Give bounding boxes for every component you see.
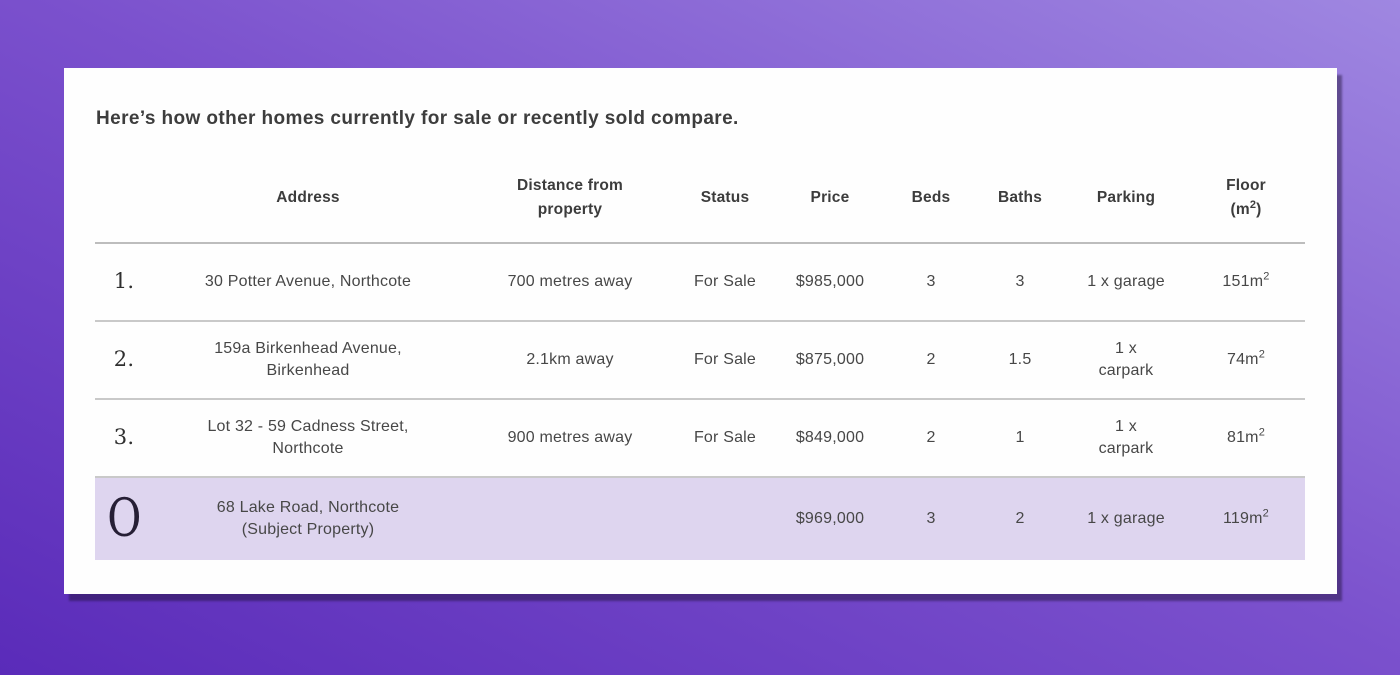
cell-parking: 1 x garage bbox=[1065, 477, 1187, 560]
cell-row-number: 1. bbox=[95, 243, 153, 322]
cell-parking: 1 x carpark bbox=[1065, 321, 1187, 400]
cell-floor: 119m2 bbox=[1187, 477, 1305, 560]
cell-parking: 1 x carpark bbox=[1065, 399, 1187, 478]
cell-status: For Sale bbox=[677, 321, 773, 400]
cell-price: $849,000 bbox=[773, 399, 887, 478]
header-beds: Beds bbox=[887, 154, 975, 244]
cell-status: For Sale bbox=[677, 243, 773, 322]
cell-distance: 900 metres away bbox=[463, 399, 677, 478]
comparison-table: Address Distance from property Status Pr… bbox=[95, 154, 1305, 560]
comparison-card: Here’s how other homes currently for sal… bbox=[64, 68, 1337, 594]
header-parking: Parking bbox=[1065, 154, 1187, 244]
cell-price: $985,000 bbox=[773, 243, 887, 322]
cell-distance: 700 metres away bbox=[463, 243, 677, 322]
cell-baths: 3 bbox=[975, 243, 1065, 322]
page-title: Here’s how other homes currently for sal… bbox=[96, 108, 739, 129]
cell-floor: 151m2 bbox=[1187, 243, 1305, 322]
cell-price: $969,000 bbox=[773, 477, 887, 560]
cell-address: 68 Lake Road, Northcote (Subject Propert… bbox=[153, 477, 463, 560]
header-number bbox=[95, 154, 153, 244]
cell-floor: 81m2 bbox=[1187, 399, 1305, 478]
cell-row-number: O bbox=[95, 477, 153, 560]
cell-row-number: 3. bbox=[95, 399, 153, 478]
cell-beds: 2 bbox=[887, 321, 975, 400]
header-distance: Distance from property bbox=[463, 154, 677, 244]
header-price: Price bbox=[773, 154, 887, 244]
cell-status: For Sale bbox=[677, 399, 773, 478]
table-header-row: Address Distance from property Status Pr… bbox=[95, 154, 1305, 244]
header-status: Status bbox=[677, 154, 773, 244]
table-row: 2. 159a Birkenhead Avenue, Birkenhead 2.… bbox=[95, 321, 1305, 400]
cell-distance bbox=[463, 477, 677, 560]
cell-floor: 74m2 bbox=[1187, 321, 1305, 400]
cell-address: 30 Potter Avenue, Northcote bbox=[153, 243, 463, 322]
table-row: 1. 30 Potter Avenue, Northcote 700 metre… bbox=[95, 243, 1305, 322]
header-baths: Baths bbox=[975, 154, 1065, 244]
cell-address: Lot 32 - 59 Cadness Street, Northcote bbox=[153, 399, 463, 478]
table-row: 3. Lot 32 - 59 Cadness Street, Northcote… bbox=[95, 399, 1305, 478]
subject-property-icon: O bbox=[106, 489, 142, 549]
subject-property-row: O 68 Lake Road, Northcote (Subject Prope… bbox=[95, 477, 1305, 560]
cell-status bbox=[677, 477, 773, 560]
cell-beds: 2 bbox=[887, 399, 975, 478]
cell-baths: 1 bbox=[975, 399, 1065, 478]
header-address: Address bbox=[153, 154, 463, 244]
cell-parking: 1 x garage bbox=[1065, 243, 1187, 322]
cell-address: 159a Birkenhead Avenue, Birkenhead bbox=[153, 321, 463, 400]
cell-row-number: 2. bbox=[95, 321, 153, 400]
header-floor: Floor (m2) bbox=[1187, 154, 1305, 244]
cell-distance: 2.1km away bbox=[463, 321, 677, 400]
cell-baths: 2 bbox=[975, 477, 1065, 560]
cell-beds: 3 bbox=[887, 477, 975, 560]
cell-baths: 1.5 bbox=[975, 321, 1065, 400]
cell-beds: 3 bbox=[887, 243, 975, 322]
cell-price: $875,000 bbox=[773, 321, 887, 400]
